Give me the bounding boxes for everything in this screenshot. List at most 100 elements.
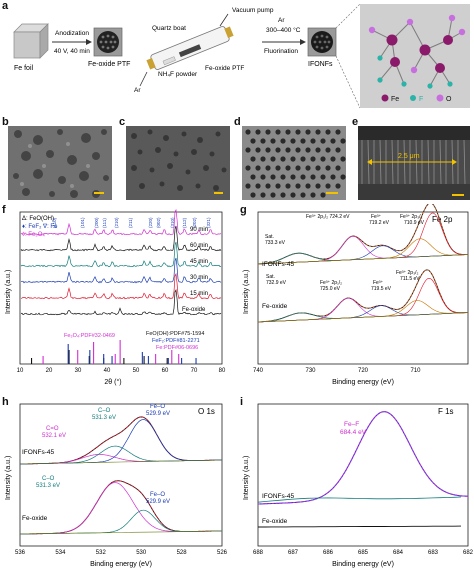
xrd-peak-labels: (110) (101) (200) (111) (210) (211) (220… [52, 217, 211, 228]
xrd-xlabel: 2θ (°) [104, 378, 121, 386]
o1s-xtick-528: 528 [177, 550, 188, 556]
xrd-legend-1: Δ: FeO(OH) [22, 216, 54, 222]
fe2p-ann-725: Fe³⁺ 2p₁/₂ [320, 280, 342, 286]
curve-label-feoxide: Fe-oxide [182, 307, 206, 313]
step2-bottom-label: Fluorination [264, 48, 298, 55]
fe2p-baseline-top [257, 254, 469, 265]
xrd-curve-4 [20, 272, 222, 300]
o1s-xlabel: Binding energy (eV) [90, 561, 152, 568]
o1s-ann-co-bot-b: 531.3 eV [36, 483, 60, 489]
f1s-xticks: 688 687 686 685 684 683 682 [253, 550, 474, 556]
xtick-50: 50 [133, 368, 140, 374]
xrd-curve-2 [20, 241, 221, 268]
f1s-title: F 1s [438, 407, 454, 416]
panel-label-f: f [2, 204, 6, 216]
step2-top-label: Ar [278, 17, 285, 24]
vacuum-pump-label: Vacuum pump [232, 7, 274, 14]
fe2p-sat1b: 733.3 eV [265, 240, 286, 246]
fe2p-curves [257, 204, 469, 323]
fe2p-ann-719b: 719.2 eV [369, 220, 390, 226]
vacuum-arrow [219, 13, 229, 27]
sem-image-c [126, 126, 230, 200]
xrd-frame [19, 211, 223, 365]
nh4f-label: NH₄F powder [158, 71, 198, 78]
xtick-20: 20 [46, 368, 53, 374]
o1s-frame [19, 403, 223, 547]
scale-bar-c [214, 192, 223, 194]
panel-label-h: h [2, 396, 9, 408]
panel-label-i: i [240, 396, 244, 408]
fe2p-xtick-710: 710 [410, 368, 421, 374]
fe2p-ann-710b: 710.9 eV [404, 220, 425, 226]
o1s-xtick-530: 530 [136, 550, 147, 556]
fe2p-xlabel: Binding energy (eV) [332, 379, 394, 386]
peak-label-211: (211) [128, 217, 133, 228]
o1s-curves [19, 416, 223, 535]
fe-foil-label: Fe foil [14, 65, 34, 72]
o1s-xtick-532: 532 [96, 550, 107, 556]
ifonfs-pores [313, 34, 331, 50]
step1-top-label: Anodization [55, 30, 89, 37]
fe2p-xtick-730: 730 [305, 368, 316, 374]
zoom-line-bottom [335, 55, 361, 109]
peak-label-200: (200) [94, 217, 99, 228]
peak-label-002: (002) [156, 217, 161, 228]
o1s-xtick-526: 526 [217, 550, 228, 556]
peak-label-210: (210) [114, 217, 119, 228]
legend-f-dot [410, 95, 416, 101]
xrd-legend-3: ◊: Fe₃O₄ [22, 231, 45, 238]
f1s-xtick-683: 683 [428, 550, 439, 556]
o1s-title: O 1s [198, 407, 215, 416]
f1s-xtick-682: 682 [463, 550, 474, 556]
ifonfs-label: IFONFs [308, 61, 333, 68]
f1s-sample-top: IFONFs-45 [262, 493, 295, 500]
o1s-ylabel: Intensity (a.u.) [5, 456, 12, 500]
curve-label-30: 30 min [190, 275, 208, 281]
peak-label-101: (101) [80, 217, 85, 228]
fe2p-comp-bot-1 [257, 297, 469, 323]
f1s-frame [257, 403, 469, 547]
peak-label-220: (220) [148, 217, 153, 228]
ref-fef2: FeF₂:PDF#81-2271 [152, 338, 200, 344]
xrd-curve-3 [20, 257, 222, 284]
sem-image-d [242, 126, 346, 200]
f1s-raw-bottom [258, 525, 462, 528]
f1s-xtick-684: 684 [393, 550, 404, 556]
f1s-raw-top [258, 411, 469, 505]
fe2p-xtick-720: 720 [358, 368, 369, 374]
xtick-10: 10 [17, 368, 24, 374]
panel-label-c: c [119, 116, 126, 128]
xtick-40: 40 [104, 368, 111, 374]
o1s-baseline-top [19, 459, 223, 465]
fe2p-sat2: Sat. [266, 274, 275, 280]
fe2p-sat1: Sat. [265, 234, 274, 240]
curve-label-45: 45 min [190, 259, 208, 265]
legend-o-dot [436, 94, 444, 102]
peak-label-202: (202) [192, 217, 197, 228]
fe-foil [13, 31, 41, 59]
crystal-atoms [368, 14, 466, 89]
f1s-xtick-687: 687 [288, 550, 299, 556]
fe2p-annotations: Fe³⁺ 2p₁/₂ 724.2 eV Fe³⁺ 719.2 eV Fe³⁺ 2… [265, 214, 425, 292]
o1s-xtick-536: 536 [15, 550, 26, 556]
ref-fe: Fe:PDF#06-0696 [156, 345, 198, 351]
sem-d-texture [242, 126, 346, 200]
f1s-ann-fef-b: 684.4 eV [340, 429, 367, 436]
fe2p-ann-711b: 711.5 eV [400, 276, 420, 282]
o1s-sample-bottom: Fe-oxide [22, 515, 48, 522]
step2-mid-label: 300–400 °C [266, 26, 301, 34]
arrow-2-head [300, 39, 306, 45]
o1s-ann-co-top-b: 531.3 eV [92, 415, 116, 421]
xrd-curve-0 [20, 208, 222, 236]
xtick-80: 80 [219, 368, 226, 374]
panel-h-xps-o1s: Intensity (a.u.) O 1s C–O 531.3 eV Fe–O … [5, 403, 228, 568]
fe2p-ann-710: Fe³⁺ 2p₃/₂ [400, 214, 423, 220]
ref-fe3o4: Fe₃O₄:PDF#32-0469 [64, 333, 115, 339]
o1s-xtick-534: 534 [55, 550, 66, 556]
sem-c-texture [126, 126, 230, 200]
fe2p-title: Fe 2p [432, 215, 453, 224]
xrd-xticks: 10 20 30 40 50 60 70 80 [17, 368, 226, 374]
o1s-raw-top [20, 416, 222, 465]
f1s-fit-top [258, 411, 469, 505]
step1-bottom-label: 40 V, 40 min [54, 48, 90, 55]
